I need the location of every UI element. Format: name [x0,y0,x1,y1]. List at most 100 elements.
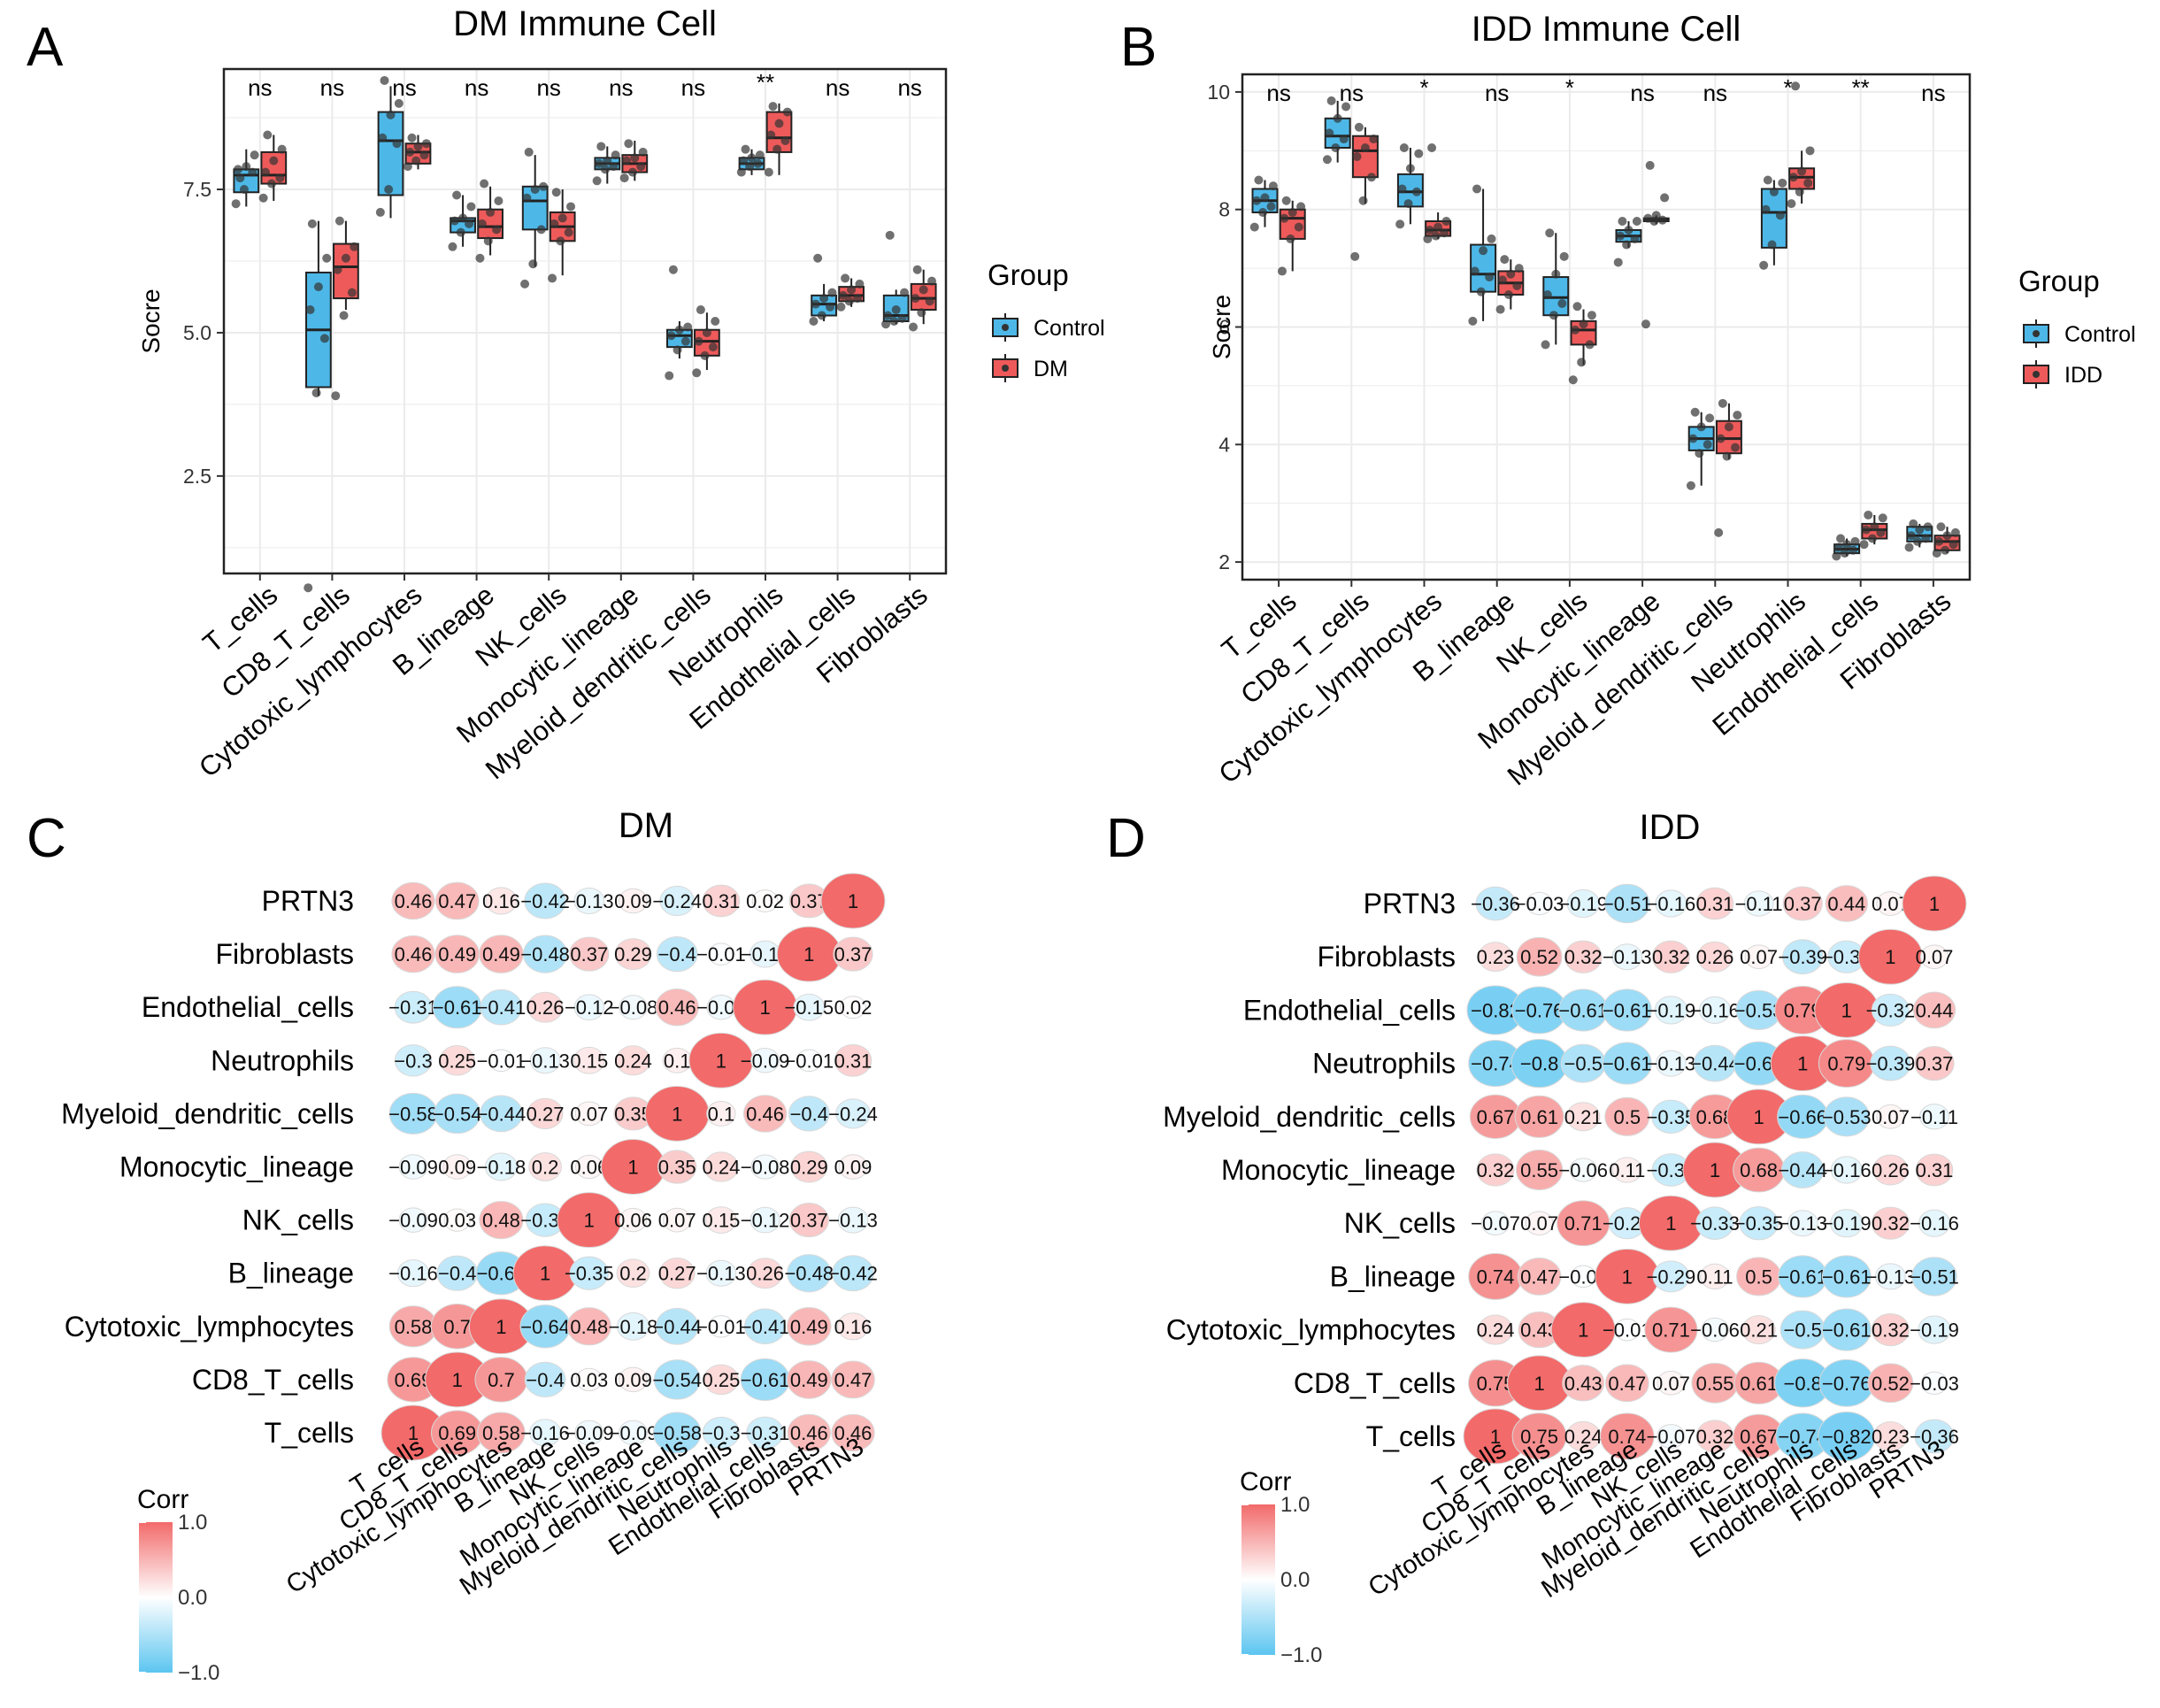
corr-value: −0.06 [1558,1159,1608,1181]
corr-cell [787,1413,831,1452]
corr-cell [706,1100,736,1127]
data-point [1541,340,1550,350]
corr-cell [787,1254,832,1293]
corr-cell [788,1096,830,1132]
corr-value: −0.4 [526,1369,564,1391]
y-tick-label: 6 [1218,316,1230,339]
data-point [1941,545,1950,555]
data-point [380,75,389,85]
panel-letter: A [27,17,64,78]
data-point [1399,142,1409,152]
data-point [548,273,557,283]
data-point [1861,525,1871,535]
corr-value: 0.5 [1614,1106,1641,1128]
data-point [522,193,532,203]
data-point [680,336,690,346]
corr-cell [1700,1263,1730,1290]
panel-a-boxplot: A DM Immune Cell ns ns ns ns ns ns ns ** ns ns 2.5 5.… [27,4,1105,785]
data-point [782,107,792,117]
data-point [1294,222,1303,232]
corr-value: 1 [1622,1266,1633,1288]
data-point [313,282,323,292]
data-point [1657,215,1667,225]
corr-value: 0.31 [1916,1159,1954,1181]
corr-cell [439,1045,475,1076]
corr-value: −0.13 [1778,1212,1827,1235]
data-point [1341,102,1351,112]
corr-value: 0.44 [1916,999,1954,1021]
corr-cell [575,1367,603,1392]
corr-value: −0.39 [1866,1053,1916,1075]
corr-cell [480,989,522,1026]
corr-value: 0.24 [1477,1319,1515,1342]
corr-value: −0.09 [388,1157,438,1179]
data-point [539,181,549,191]
data-point [304,583,313,593]
data-point [636,162,646,172]
corr-value: 0.49 [438,943,476,966]
data-point [1545,228,1555,238]
corr-value: −0.01 [696,1316,746,1338]
data-point [1850,536,1860,546]
corr-cell [742,1095,788,1133]
data-point [911,294,920,304]
data-point [1923,522,1933,532]
corr-cell [1744,944,1773,970]
corr-cell [702,884,741,918]
data-point [1277,266,1287,276]
corr-cell [1914,1419,1955,1454]
row-label: Neutrophils [211,1044,354,1076]
data-point [1286,234,1295,243]
corr-cell [1782,939,1824,975]
data-point [764,167,773,177]
corr-cell [1517,1257,1562,1296]
data-point [492,225,502,235]
corr-value: 0.07 [1916,946,1954,968]
data-point [1696,422,1706,432]
data-point [1932,549,1941,558]
corr-cell [619,1419,648,1446]
corr-value: −0.35 [565,1263,614,1285]
data-point [889,317,899,326]
corr-value: −0.13 [828,1210,878,1232]
corr-cell [1611,943,1643,971]
data-point [700,350,710,360]
legend-key-point [1002,324,1009,331]
corr-cell [1914,1046,1955,1081]
data-point [1942,531,1952,541]
corr-cell [749,1206,780,1234]
corr-value: 0.52 [1872,1373,1910,1395]
data-point [836,302,846,312]
corr-value: −0.44 [1690,1053,1740,1075]
corr-cell [1614,1318,1641,1342]
corr-value: −0.18 [477,1157,527,1179]
corr-cell [833,936,873,972]
corr-value: −0.16 [1910,1212,1959,1235]
corr-value: 1 [803,943,814,966]
legend-label: DM [1034,357,1068,381]
corr-cell [1870,1045,1911,1081]
corr-cell [479,1200,524,1240]
corr-cell [614,938,652,971]
significance-label: ns [1485,80,1509,106]
corr-cell [1871,993,1910,1027]
significance-label: ns [1921,80,1945,106]
row-label: Endothelial_cells [142,991,354,1023]
data-point [452,190,462,200]
corr-cell [1915,1153,1954,1187]
corr-value: 0.69 [438,1422,476,1444]
corr-cell [615,1045,651,1076]
data-point [322,253,332,263]
corr-value: 0.24 [1564,1426,1603,1448]
data-point [1859,540,1869,550]
corr-cell [836,1312,870,1341]
corr-value: −0.12 [565,996,614,1019]
corr-value: 0.47 [438,890,476,912]
data-point [811,299,820,309]
row-label: Fibroblasts [216,938,355,970]
colorbar-title: Corr [137,1485,188,1514]
corr-cell [1652,1260,1690,1293]
data-point [1339,135,1349,144]
corr-value: −0.19 [1910,1319,1959,1342]
corr-value: 0.71 [1564,1212,1603,1235]
